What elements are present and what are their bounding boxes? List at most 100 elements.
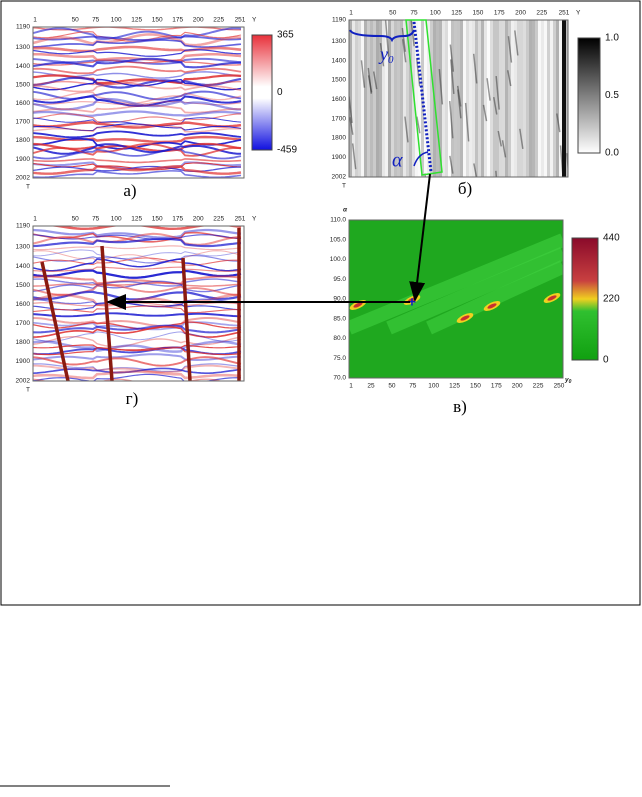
x-tick-label: 50 — [72, 17, 80, 24]
reflector — [33, 101, 242, 106]
x-tick-label: 200 — [515, 10, 526, 17]
offset-brace — [349, 29, 415, 43]
coherence-column — [517, 20, 520, 177]
reflector — [33, 65, 242, 75]
coherence-streak — [464, 102, 470, 142]
angle-label: α — [392, 150, 403, 172]
reflector — [33, 266, 242, 272]
y-tick-label: 1600 — [332, 96, 347, 103]
coherence-column — [523, 20, 526, 177]
colorbar — [571, 237, 599, 361]
angle-arc — [413, 151, 429, 167]
coherence-column — [490, 20, 493, 177]
panel-image — [33, 226, 244, 381]
x-tick-label: 100 — [111, 17, 122, 24]
reflector — [33, 245, 242, 251]
reflector — [33, 45, 242, 53]
ridge — [386, 246, 563, 335]
reflector — [33, 143, 242, 155]
ridge — [426, 260, 563, 335]
coherence-column — [415, 20, 418, 177]
panel-label: а) — [123, 181, 136, 200]
reflector — [33, 130, 242, 139]
reflector — [33, 250, 242, 264]
y-tick-label: 1500 — [332, 77, 347, 84]
reflector — [33, 363, 242, 372]
y-tick-label: 1600 — [16, 301, 31, 308]
y-tick-label: 1800 — [16, 137, 31, 144]
plot-border — [348, 19, 569, 178]
x-tick-label: 50 — [72, 216, 80, 223]
y-tick-label: 1300 — [332, 38, 347, 45]
reflector — [33, 180, 241, 188]
coherence-column — [529, 20, 532, 177]
reflector — [33, 280, 242, 293]
colorbar — [577, 37, 601, 154]
coherence-column — [391, 20, 394, 177]
coherence-column — [436, 20, 439, 177]
y-tick-label: 110.0 — [330, 217, 346, 224]
x-tick-label: 75 — [92, 17, 100, 24]
reflector — [33, 143, 242, 157]
reflector — [33, 121, 242, 129]
coherence-streak — [416, 116, 421, 134]
y-tick-label: 1800 — [332, 135, 347, 142]
coherence-streak — [472, 53, 478, 84]
x-tick-label: 125 — [449, 383, 460, 390]
reflector — [33, 27, 242, 40]
x-tick-label: 175 — [172, 17, 183, 24]
x-tick-label: 1 — [349, 10, 353, 17]
reflector — [33, 237, 242, 248]
coherence-column — [505, 20, 508, 177]
reflector — [33, 316, 242, 328]
coherence-streak — [404, 116, 409, 143]
x-tick-label: 100 — [428, 383, 439, 390]
coherence-streak — [450, 59, 455, 95]
coherence-column — [367, 20, 370, 177]
y-tick-label: 1300 — [16, 44, 31, 51]
coherence-streak — [449, 44, 455, 72]
coherence-column — [559, 20, 562, 177]
colorbar-label: 220 — [603, 294, 620, 305]
colorbar-label: 1.0 — [605, 33, 619, 44]
y-tick-label: 1800 — [16, 339, 31, 346]
x-tick-label: 50 — [389, 10, 397, 17]
x-tick-label: 200 — [512, 383, 523, 390]
arrow-down — [409, 173, 431, 302]
hot-spot-core — [547, 295, 557, 301]
panel-image — [349, 20, 568, 177]
coherence-column — [373, 20, 376, 177]
reflector — [33, 90, 242, 101]
reflector — [33, 278, 242, 287]
reflector — [33, 331, 242, 342]
x-tick-label: 175 — [491, 383, 502, 390]
reflector — [33, 324, 242, 334]
colorbar-label: 0.0 — [605, 148, 619, 159]
coherence-column — [475, 20, 478, 177]
plot-border — [348, 219, 564, 379]
fault — [100, 245, 114, 381]
reflector — [33, 325, 242, 338]
reflector — [33, 95, 242, 108]
coherence-column — [439, 20, 442, 177]
colorbar-label: 0 — [603, 355, 609, 366]
x-tick-label: 125 — [451, 10, 462, 17]
y-axis-label: T — [26, 387, 30, 394]
reflector — [33, 249, 242, 260]
coherence-streak — [473, 163, 478, 177]
coherence-column — [388, 20, 391, 177]
plot-border — [32, 225, 245, 382]
y-tick-label: 2002 — [332, 174, 347, 181]
x-tick-label: 125 — [131, 17, 142, 24]
window-axis — [412, 21, 433, 173]
coherence-streak — [384, 20, 390, 57]
x-tick-label: 225 — [533, 383, 544, 390]
x-tick-label: 175 — [494, 10, 505, 17]
y-axis-label: T — [26, 184, 30, 191]
coherence-column — [553, 20, 556, 177]
coherence-column — [400, 20, 403, 177]
selected-point: + — [408, 294, 416, 310]
reflector — [33, 305, 242, 314]
coherence-column — [418, 20, 421, 177]
